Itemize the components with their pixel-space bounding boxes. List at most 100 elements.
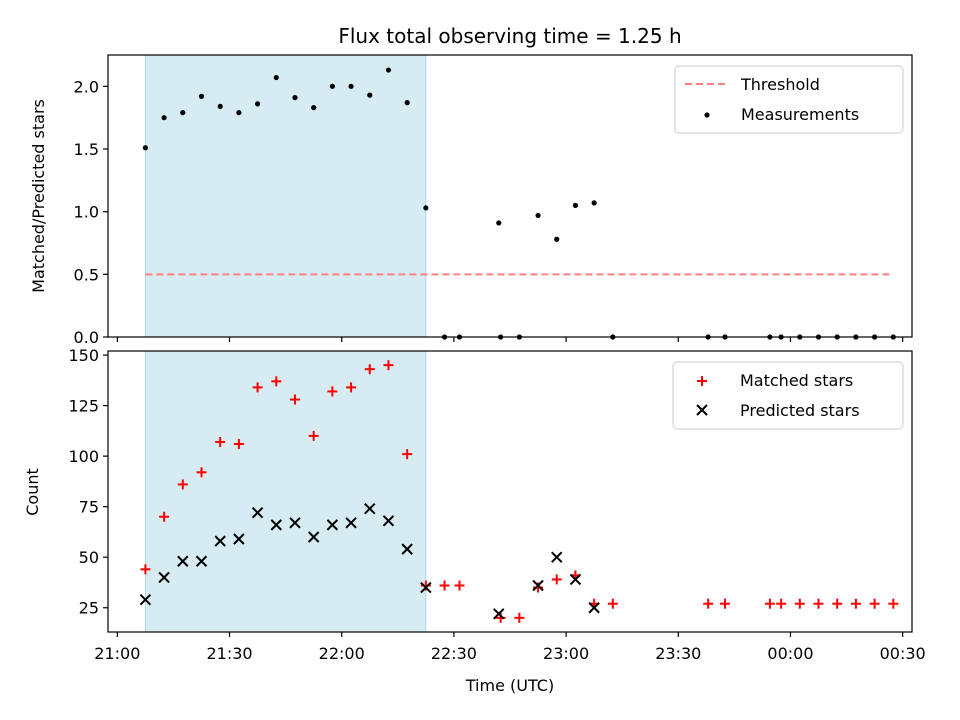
matched-star-point [177, 479, 188, 490]
predicted-star-point [493, 608, 505, 620]
matched-legend-swatch [697, 376, 707, 386]
matched-star-point [271, 376, 282, 387]
matched-star-point [364, 364, 375, 375]
matched-star-point [832, 598, 843, 609]
measurement-point [348, 83, 354, 89]
predicted-star-point [551, 551, 563, 563]
x-tick-label: 22:30 [431, 644, 477, 663]
count-y-tick-label: 25 [79, 599, 99, 618]
ratio-legend: Threshold Measurements [674, 65, 904, 134]
threshold-legend-label: Threshold [740, 75, 820, 94]
measurement-point [385, 67, 392, 73]
matched-star-point [140, 564, 151, 575]
matched-star-point [402, 449, 413, 460]
count-panel: 25 50 75 100 125 150 21:00 21:30 22:00 22:30 23:0… [23, 346, 926, 663]
measurement-point [423, 205, 429, 211]
matched-star-point [850, 598, 861, 609]
matched-star-point [776, 598, 787, 609]
predicted-star-point [420, 581, 432, 594]
count-points [139, 360, 899, 623]
measurement-point [496, 220, 502, 226]
matched-star-point [196, 467, 207, 478]
predicted-star-point [214, 535, 226, 547]
count-shaded-span [144, 350, 427, 633]
measurement-point [329, 83, 335, 89]
matched-legend-label: Matched stars [740, 371, 853, 390]
matched-star-point [551, 574, 562, 585]
measurement-point [535, 212, 541, 219]
count-legend-box [672, 361, 904, 430]
ratio-legend-box [674, 65, 904, 134]
chart-title: Flux total observing time = 1.25 h [338, 24, 681, 48]
predicted-star-point [401, 543, 413, 555]
matched-star-point [813, 598, 824, 609]
ratio-y-axis-label: Matched/Predicted stars [29, 99, 48, 293]
matched-star-point [252, 382, 263, 393]
ratio-y-tick-label: 1.5 [74, 140, 99, 159]
measurement-point [142, 145, 148, 151]
ratio-y-tick-label: 2.0 [74, 77, 99, 96]
ratio-shaded-span [144, 54, 427, 338]
predicted-star-point [195, 555, 208, 567]
matched-star-point [289, 394, 300, 405]
x-tick-label: 22:00 [319, 644, 365, 663]
matched-star-point [215, 436, 226, 447]
matched-star-point [346, 382, 357, 393]
measurement-point [198, 93, 205, 99]
count-legend: Matched stars Predicted stars [672, 361, 904, 430]
count-y-tick-label: 100 [68, 447, 99, 466]
measurement-point [254, 101, 261, 107]
x-tick-label: 00:00 [767, 644, 813, 663]
matched-star-point [607, 598, 618, 609]
measurement-point [236, 110, 242, 116]
matched-star-point [514, 612, 525, 623]
measurement-point [273, 74, 279, 81]
measurement-point [591, 200, 597, 206]
predicted-star-point [139, 593, 152, 606]
count-y-tick-label: 125 [68, 397, 99, 416]
measurement-point [292, 95, 298, 101]
ratio-x-axis-ticks [116, 337, 904, 342]
matched-star-point [764, 598, 775, 609]
ratio-panel-frame [107, 54, 913, 338]
predicted-star-point [382, 515, 395, 527]
measurement-point [554, 236, 560, 242]
x-tick-label: 21:00 [94, 644, 140, 663]
predicted-star-point [307, 531, 320, 543]
measurement-point [161, 115, 167, 121]
count-y-axis-ticks: 25 50 75 100 125 150 [68, 346, 108, 618]
predicted-star-point [569, 573, 582, 586]
ratio-y-tick-label: 1.0 [74, 203, 99, 222]
matched-star-point [703, 598, 714, 609]
x-axis-label: Time (UTC) [465, 676, 554, 695]
predicted-star-point [270, 519, 282, 531]
ratio-y-tick-label: 0.0 [74, 328, 99, 347]
matched-star-point [439, 580, 450, 591]
measurement-point [572, 202, 579, 208]
x-tick-label: 21:30 [206, 644, 252, 663]
predicted-star-point [233, 533, 245, 545]
predicted-star-point [289, 517, 301, 529]
ratio-y-axis-ticks: 0.0 0.5 1.0 1.5 2.0 [74, 77, 108, 347]
matched-star-point [720, 598, 731, 609]
measurement-point [367, 92, 373, 98]
count-observing-span [144, 350, 427, 633]
matched-star-point [454, 580, 465, 591]
predicted-star-point [364, 502, 376, 515]
ratio-y-tick-label: 0.5 [74, 265, 99, 284]
predicted-star-point [588, 602, 600, 614]
matched-star-point [383, 360, 394, 371]
count-y-tick-label: 150 [68, 346, 99, 365]
x-tick-label: 23:00 [543, 644, 589, 663]
predicted-star-point [177, 555, 189, 567]
count-y-tick-label: 50 [79, 548, 99, 567]
matched-star-point [159, 511, 170, 522]
matched-star-point [233, 438, 244, 449]
predicted-legend-swatch [696, 404, 708, 416]
predicted-star-point [158, 571, 170, 584]
count-y-axis-label: Count [23, 468, 42, 516]
matched-star-point [794, 598, 805, 609]
measurement-point [217, 103, 223, 109]
predicted-star-point [345, 517, 357, 529]
